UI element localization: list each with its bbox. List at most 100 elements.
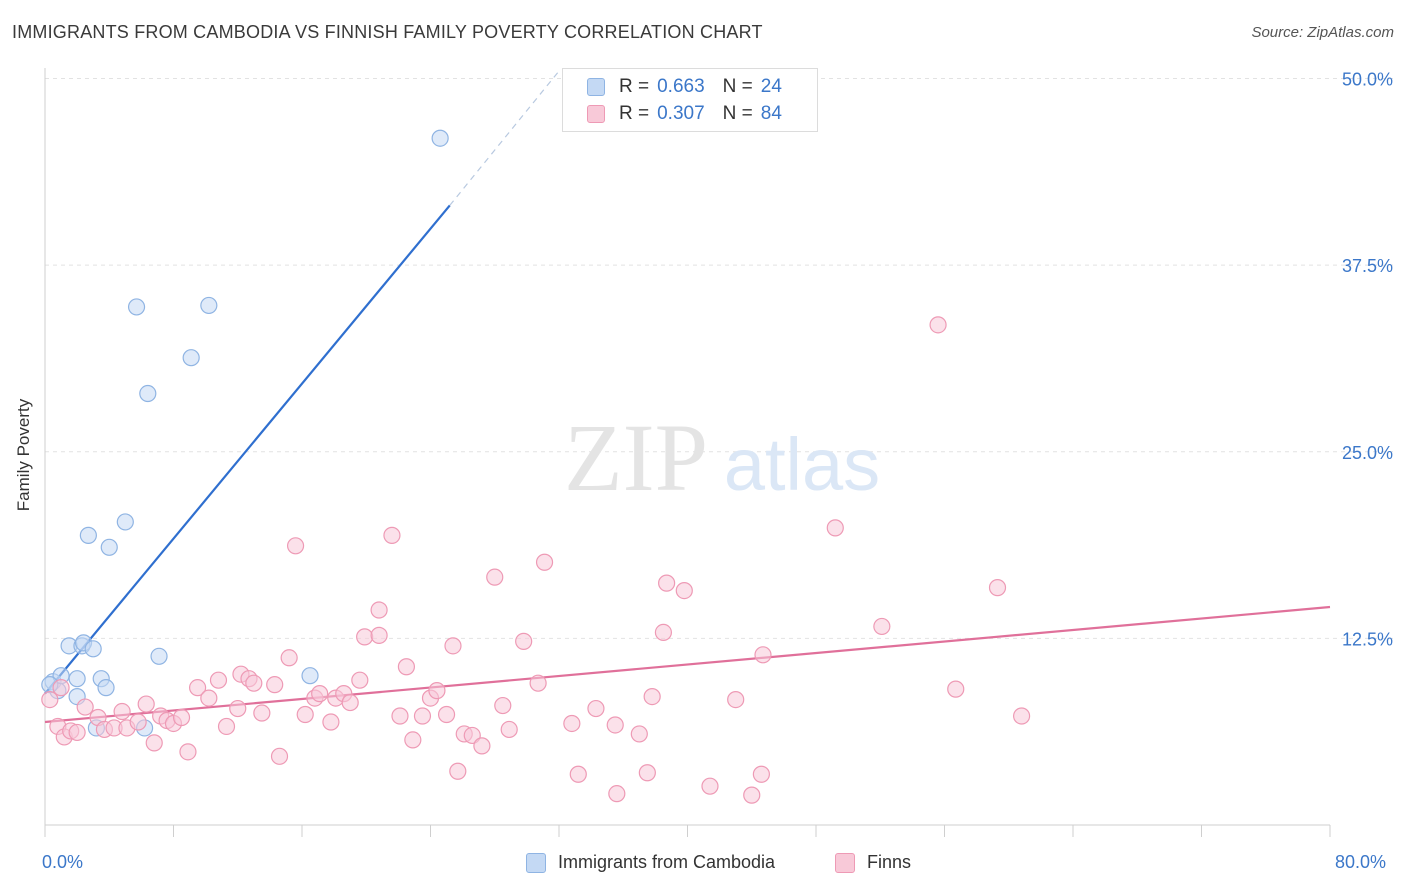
trend-line-cambodia [44,204,451,695]
data-point-cambodia [84,640,102,658]
legend-n-value: 84 [760,103,782,124]
data-point-finns [1012,707,1031,725]
data-point-cambodia [301,667,319,685]
data-point-finns [608,785,626,803]
data-point-finns [76,698,94,716]
x-tick-label-min: 0.0% [42,852,84,872]
series-finns-points [41,316,1031,804]
data-point-cambodia [200,296,218,315]
data-point-finns [253,704,271,722]
data-point-finns [270,747,289,765]
data-point-finns [587,699,605,718]
gridlines [45,78,1393,639]
data-point-finns [826,519,844,537]
legend-n-value: 24 [760,76,782,97]
data-point-finns [179,743,197,761]
data-point-finns [200,689,218,707]
data-point-finns [413,707,432,725]
data-point-finns [743,786,761,804]
data-point-finns [444,637,462,655]
series-cambodia-points [41,129,449,737]
data-point-cambodia [431,129,449,147]
data-point-finns [606,716,624,734]
series-legend-label: Immigrants from Cambodia [558,852,776,872]
legend-row-cambodia: R = 0.663 N = 24 [587,75,782,99]
data-point-finns [630,725,648,743]
data-point-finns [188,679,207,697]
data-point-finns [245,674,263,692]
data-point-finns [569,765,587,783]
source-label: Source: ZipAtlas.com [1251,24,1394,41]
data-point-finns [643,688,661,706]
data-point-cambodia [139,384,157,403]
data-point-finns [754,646,772,664]
data-point-cambodia [97,679,115,697]
data-point-finns [341,693,359,712]
legend-row-finns: R = 0.307 N = 84 [587,102,782,126]
data-point-finns [486,568,504,586]
legend-r-value: 0.307 [657,103,705,124]
watermark-zip: ZIP [564,404,708,511]
data-point-finns [145,734,163,752]
y-tick-labels: 12.5% 25.0% 37.5% 50.0% [1342,70,1393,650]
data-point-finns [311,685,329,703]
data-point-finns [383,526,401,544]
y-tick-label: 12.5% [1342,629,1393,649]
data-point-finns [873,617,891,636]
y-tick-label: 25.0% [1342,443,1393,463]
correlation-legend: R = 0.663 N = 24 R = 0.307 N = 84 [562,68,818,132]
data-point-finns [988,579,1007,597]
data-point-finns [500,720,518,739]
data-point-finns [229,699,247,718]
data-point-finns [947,680,965,698]
data-point-finns [217,717,236,736]
data-point-cambodia [182,349,200,367]
data-point-finns [356,628,374,646]
series-legend-label: Finns [867,852,912,872]
data-point-cambodia [116,513,134,531]
data-point-finns [473,737,491,755]
data-point-finns [515,632,533,650]
y-tick-label: 50.0% [1342,70,1393,90]
trend-line-cambodia-extension [449,70,560,206]
data-point-finns [113,702,131,721]
data-point-finns [351,671,369,689]
data-point-finns [563,714,581,733]
chart-title: IMMIGRANTS FROM CAMBODIA VS FINNISH FAMI… [12,22,763,42]
data-point-finns [437,705,456,724]
data-point-finns [209,671,228,689]
data-point-finns [322,713,340,731]
watermark-atlas: atlas [724,423,880,506]
series-legend: Immigrants from Cambodia Finns [0,852,1406,878]
data-point-finns [137,695,155,713]
data-point-cambodia [68,670,86,688]
data-point-cambodia [100,538,118,556]
legend-r-label: R = [619,103,650,124]
data-point-finns [370,626,388,644]
data-point-finns [286,537,305,555]
data-point-cambodia [127,298,146,316]
data-point-finns [129,713,147,731]
watermark: ZIP atlas [564,404,880,511]
data-point-finns [449,762,467,780]
data-point-finns [68,723,86,742]
data-point-finns [701,777,719,795]
data-point-finns [494,696,512,715]
x-tick-label-max: 80.0% [1335,852,1387,872]
data-point-finns [929,316,947,334]
legend-r-label: R = [619,76,650,97]
series-legend-cambodia: Immigrants from Cambodia [526,852,775,873]
trend-lines [44,70,1331,724]
data-point-finns [280,649,298,667]
data-point-finns [658,574,676,592]
data-point-finns [529,674,547,692]
data-point-finns [654,623,673,642]
series-legend-swatch-pink [835,852,855,873]
data-point-finns [397,658,416,676]
data-point-finns [675,581,693,600]
legend-swatch-blue [587,78,605,96]
data-point-finns [266,676,284,694]
legend-r-value: 0.663 [657,76,705,97]
legend-n-label: N = [722,103,753,124]
